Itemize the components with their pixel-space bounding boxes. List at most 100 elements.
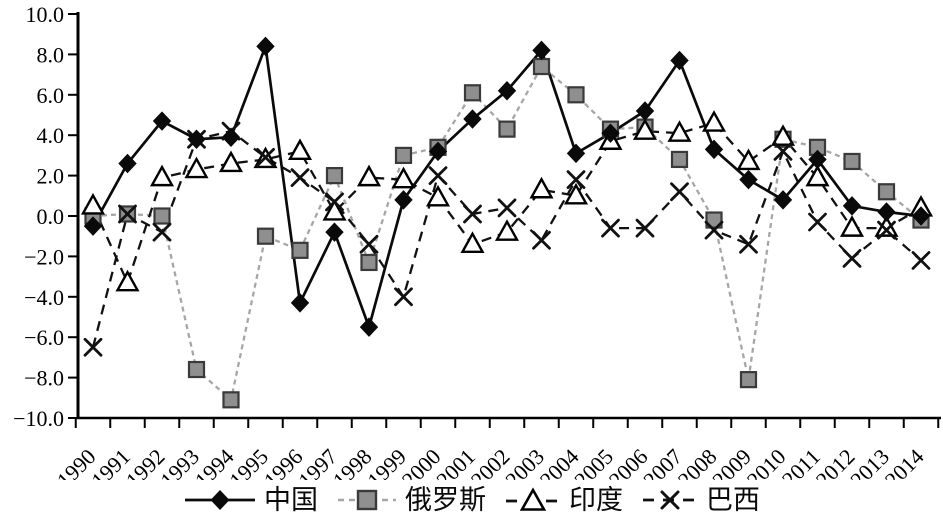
legend-label-china: 中国 [264, 484, 318, 515]
x-marker-巴西-2003 [532, 230, 551, 250]
triangle-marker-印度-1992 [149, 164, 175, 187]
legend-item-brazil: 巴西 [641, 484, 760, 515]
diamond-marker-中国-1994 [221, 127, 241, 147]
y-tick-label: 0.0 [37, 204, 65, 229]
x-marker-巴西-1997 [325, 192, 344, 212]
triangle-marker-印度-2009 [736, 148, 761, 171]
y-tick-label: −2.0 [24, 244, 64, 269]
square-marker-俄罗斯-1993 [187, 360, 206, 379]
triangle-marker-印度-2003 [529, 176, 554, 199]
diamond-marker-中国-1990 [83, 216, 103, 236]
diamond-marker-中国-2005 [601, 123, 620, 143]
diamond-marker-中国-2001 [463, 109, 482, 129]
chart-legend: 中国 俄罗斯 印度 巴西 [0, 478, 943, 522]
diamond-marker-中国-2009 [739, 169, 758, 190]
india-series-triangle-icon [506, 487, 560, 511]
x-marker-巴西-2002 [497, 198, 517, 218]
y-tick-label: −4.0 [24, 285, 64, 310]
x-marker-巴西-2001 [463, 204, 482, 224]
diamond-marker-中国-1999 [394, 190, 413, 210]
square-marker-俄罗斯-1998 [360, 253, 378, 272]
triangle-marker-印度-1990 [80, 192, 106, 215]
diamond-marker-中国-1995 [256, 36, 275, 57]
square-marker-俄罗斯-2002 [498, 120, 516, 138]
russia-series-square-icon [338, 489, 396, 511]
legend-label-india: 印度 [569, 484, 623, 515]
y-tick-label: 2.0 [37, 164, 65, 189]
x-marker-巴西-2010 [773, 141, 793, 161]
y-tick-label: 6.0 [37, 83, 65, 108]
triangle-marker-印度-2008 [701, 110, 727, 132]
x-marker-巴西-2012 [842, 249, 862, 268]
square-marker-俄罗斯-2013 [877, 183, 896, 201]
diamond-marker-中国-2002 [497, 81, 517, 101]
square-marker-俄罗斯-1999 [394, 146, 413, 164]
triangle-marker-印度-1998 [356, 164, 382, 187]
y-tick-label: 8.0 [37, 42, 65, 67]
triangle-marker-印度-1997 [322, 198, 347, 221]
triangle-marker-印度-2012 [839, 215, 865, 237]
y-tick-label: 4.0 [37, 123, 65, 148]
diamond-marker-中国-1996 [290, 293, 310, 313]
triangle-marker-印度-1996 [287, 138, 313, 161]
legend-item-india: 印度 [504, 484, 623, 515]
square-marker-俄罗斯-2008 [705, 211, 723, 229]
diamond-marker-中国-2003 [532, 40, 551, 61]
square-marker-俄罗斯-1997 [325, 167, 344, 185]
square-marker-俄罗斯-1996 [291, 241, 309, 259]
x-marker-巴西-1996 [290, 168, 310, 188]
china-series-diamond-icon [185, 490, 255, 510]
square-marker-俄罗斯-2012 [843, 152, 861, 171]
diamond-marker-中国-2010 [773, 190, 793, 210]
diamond-marker-中国-1997 [325, 222, 344, 242]
diamond-marker-中国-2006 [635, 101, 655, 121]
diamond-marker-中国-2013 [877, 202, 896, 222]
x-marker-巴西-1990 [83, 337, 103, 357]
x-marker-巴西-2005 [601, 218, 620, 238]
y-tick-label: −6.0 [24, 325, 64, 350]
x-marker-巴西-1995 [256, 148, 275, 167]
x-marker-巴西-1998 [359, 234, 379, 254]
x-marker-巴西-2007 [670, 182, 689, 202]
diamond-marker-中国-2008 [704, 139, 724, 160]
diamond-marker-中国-1998 [359, 317, 379, 337]
x-marker-巴西-2014 [911, 251, 931, 270]
x-marker-巴西-2013 [877, 220, 896, 240]
triangle-marker-印度-1999 [391, 166, 416, 189]
square-marker-俄罗斯-2003 [532, 57, 551, 76]
legend-item-china: 中国 [183, 484, 318, 515]
triangle-marker-印度-2004 [563, 182, 589, 205]
square-marker-俄罗斯-2004 [567, 86, 585, 104]
diamond-marker-中国-1992 [152, 111, 172, 131]
diamond-marker-中国-2011 [808, 149, 827, 170]
y-tick-label: −10.0 [13, 406, 64, 431]
square-marker-俄罗斯-2007 [670, 150, 689, 169]
triangle-marker-印度-2000 [425, 184, 451, 207]
triangle-marker-印度-1993 [184, 156, 209, 179]
triangle-marker-印度-2011 [805, 164, 830, 187]
diamond-marker-中国-2004 [566, 143, 586, 164]
x-marker-巴西-1992 [152, 222, 172, 242]
series-line-印度 [91, 121, 922, 286]
legend-label-russia: 俄罗斯 [405, 484, 486, 515]
x-marker-巴西-2009 [739, 234, 758, 254]
triangle-marker-印度-1991 [115, 269, 140, 292]
legend-label-brazil: 巴西 [706, 484, 760, 515]
diamond-marker-中国-2007 [670, 50, 689, 71]
x-marker-巴西-2004 [566, 170, 586, 190]
x-marker-巴西-1999 [394, 287, 413, 307]
triangle-marker-印度-2006 [632, 118, 658, 140]
diamond-marker-中国-2012 [842, 196, 862, 216]
square-marker-俄罗斯-1994 [222, 391, 240, 409]
legend-item-russia: 俄罗斯 [336, 484, 486, 515]
diamond-marker-中国-2000 [428, 141, 448, 162]
triangle-marker-印度-2001 [460, 231, 485, 253]
y-tick-label: −8.0 [24, 366, 64, 391]
triangle-marker-印度-2002 [494, 219, 520, 241]
square-marker-俄罗斯-2001 [463, 84, 482, 102]
diamond-marker-中国-1991 [118, 153, 137, 174]
square-marker-俄罗斯-1992 [153, 207, 171, 225]
square-marker-俄罗斯-2009 [739, 371, 758, 389]
x-marker-巴西-2006 [635, 218, 655, 238]
